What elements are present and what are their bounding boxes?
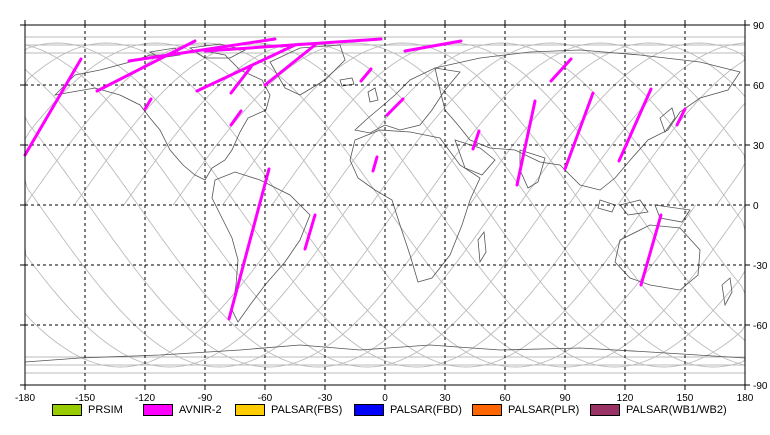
orbit-track	[568, 42, 745, 367]
observation-pass	[127, 37, 277, 63]
orbit-track	[419, 42, 745, 367]
observation-pass	[263, 43, 317, 87]
observation-pass	[371, 155, 379, 173]
legend-label: PALSAR(PLR)	[508, 404, 580, 416]
orbit-track	[617, 43, 745, 367]
orbit-track	[469, 42, 745, 367]
graticule	[25, 25, 745, 385]
legend-item: PALSAR(FBS)	[235, 402, 342, 418]
legend-item: PALSAR(PLR)	[472, 402, 579, 418]
x-tick-label: 0	[382, 393, 388, 404]
observation-pass	[203, 37, 383, 53]
x-tick-label: -120	[135, 393, 155, 404]
orbit-track	[370, 42, 745, 367]
observation-pass	[359, 67, 373, 83]
legend-label: PALSAR(WB1/WB2)	[626, 404, 727, 416]
orbit-track	[25, 43, 301, 368]
orbit-track	[222, 42, 745, 367]
observation-pass	[23, 57, 83, 157]
axis-ticks	[20, 20, 750, 390]
legend-swatch	[472, 404, 502, 416]
y-tick-label: -30	[753, 261, 768, 272]
x-tick-label: -180	[15, 393, 35, 404]
longitude-labels: -180 -150 -120 -90 -60 -30 0 30 60 90 120 150 180	[15, 393, 754, 404]
legend: PRSIM AVNIR-2 PALSAR(FBS) PALSAR(FBD) PALSAR…	[0, 402, 770, 422]
x-tick-label: -150	[75, 393, 95, 404]
observation-pass	[471, 129, 481, 151]
legend-label: PALSAR(FBS)	[271, 404, 343, 416]
legend-item: PALSAR(FBD)	[354, 402, 462, 418]
observation-pass	[617, 87, 653, 163]
legend-swatch	[143, 404, 173, 416]
y-tick-label: 60	[753, 81, 765, 92]
y-tick-label: 90	[753, 21, 765, 32]
x-tick-label: 150	[677, 393, 694, 404]
observation-pass	[229, 65, 253, 95]
observation-pass	[95, 39, 197, 93]
orbit-track	[518, 42, 745, 367]
legend-label: PALSAR(FBD)	[390, 404, 462, 416]
orbit-track	[172, 42, 745, 368]
observation-pass	[549, 57, 573, 83]
legend-label: PRSIM	[88, 404, 123, 416]
x-tick-label: 90	[559, 393, 571, 404]
x-tick-label: -60	[258, 393, 273, 404]
y-tick-label: 0	[753, 201, 759, 212]
orbit-track	[25, 42, 696, 368]
orbit-track	[25, 42, 647, 368]
observation-pass	[385, 97, 405, 117]
latitude-labels: 90 60 30 0 -30 -60 -90	[753, 21, 768, 392]
x-tick-label: 120	[617, 393, 634, 404]
legend-item: PALSAR(WB1/WB2)	[590, 402, 727, 418]
legend-swatch	[354, 404, 384, 416]
observation-pass	[563, 91, 595, 171]
observation-pass	[227, 167, 271, 321]
observation-passes	[23, 37, 687, 321]
legend-swatch	[590, 404, 620, 416]
legend-item: PRSIM	[52, 402, 123, 418]
observation-pass	[303, 213, 317, 251]
observation-pass	[639, 213, 663, 287]
observation-pass	[675, 107, 687, 127]
orbit-track	[25, 43, 351, 368]
x-tick-label: -30	[318, 393, 333, 404]
y-tick-label: -60	[753, 321, 768, 332]
x-tick-label: 60	[499, 393, 511, 404]
legend-swatch	[235, 404, 265, 416]
orbit-track	[25, 43, 449, 368]
x-tick-label: 180	[737, 393, 754, 404]
observation-pass	[403, 39, 463, 53]
observation-pass	[143, 97, 153, 111]
observation-pass	[515, 99, 537, 187]
x-tick-label: 30	[439, 393, 451, 404]
legend-swatch	[52, 404, 82, 416]
y-tick-label: -90	[753, 381, 768, 392]
observation-pass	[229, 109, 243, 127]
legend-label: AVNIR-2	[179, 404, 222, 416]
observation-pass	[195, 43, 297, 93]
y-tick-label: 30	[753, 141, 765, 152]
legend-item: AVNIR-2	[143, 402, 222, 418]
orbit-track	[25, 43, 499, 368]
x-tick-label: -90	[198, 393, 213, 404]
